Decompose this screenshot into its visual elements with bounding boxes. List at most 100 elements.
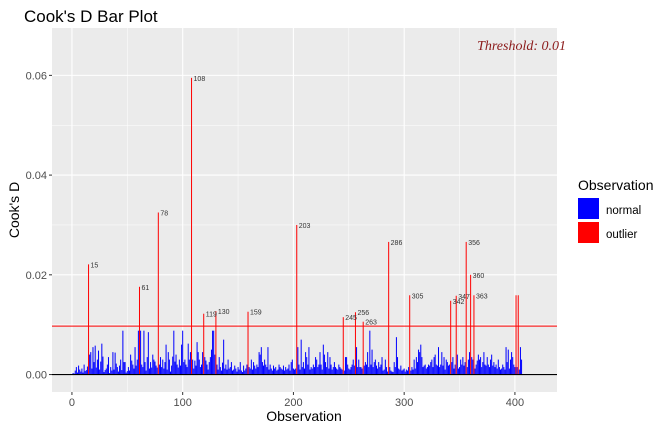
normal-bar — [439, 367, 441, 375]
normal-bar — [160, 357, 162, 375]
normal-bar — [512, 357, 514, 375]
normal-bar — [476, 360, 478, 375]
normal-bar — [364, 362, 366, 375]
normal-bar — [313, 367, 315, 375]
normal-bar — [225, 364, 227, 375]
normal-bar — [482, 362, 484, 375]
plot-panel — [52, 28, 557, 392]
outlier-label: 256 — [357, 310, 369, 317]
normal-bar — [148, 368, 150, 375]
normal-bar — [369, 330, 371, 375]
normal-bar — [321, 369, 323, 375]
normal-bar — [361, 368, 363, 375]
x-tick-label: 100 — [174, 397, 192, 409]
normal-bar — [130, 354, 132, 375]
normal-bar — [267, 347, 269, 375]
normal-bar — [421, 357, 423, 375]
normal-bar — [93, 362, 95, 375]
normal-bar — [107, 357, 109, 375]
normal-bar — [323, 354, 325, 375]
normal-bar — [186, 367, 188, 375]
normal-bar — [145, 370, 147, 375]
normal-bar — [193, 368, 195, 375]
outlier-label: 263 — [365, 320, 377, 327]
normal-bar — [258, 352, 260, 375]
normal-bar — [353, 365, 355, 375]
normal-bar — [307, 364, 309, 375]
normal-bar — [227, 359, 229, 375]
normal-bar — [257, 367, 259, 375]
normal-bar — [202, 352, 204, 375]
normal-bar — [385, 367, 387, 375]
normal-bar — [115, 363, 117, 375]
normal-bar — [263, 365, 265, 375]
outlier-label: 119 — [206, 312, 217, 319]
normal-bar — [146, 357, 148, 375]
normal-bar — [320, 364, 322, 375]
normal-bar — [390, 370, 392, 375]
normal-bar — [156, 367, 158, 375]
normal-bar — [360, 367, 362, 375]
normal-bar — [387, 371, 389, 375]
normal-bar — [213, 330, 215, 375]
y-tick-label: 0.06 — [26, 70, 47, 82]
outlier-label: 286 — [391, 240, 403, 247]
normal-bar — [278, 364, 280, 375]
normal-bar — [318, 364, 320, 375]
normal-bar — [411, 367, 413, 375]
y-tick-label: 0.04 — [26, 170, 47, 182]
normal-bar — [251, 369, 253, 375]
normal-bar — [177, 367, 179, 375]
normal-bar — [266, 367, 268, 375]
normal-bar — [483, 352, 485, 375]
normal-bar — [481, 367, 483, 375]
normal-bar — [419, 352, 421, 375]
normal-bar — [260, 347, 262, 375]
normal-bar — [167, 352, 169, 375]
normal-bar — [500, 369, 502, 375]
normal-bar — [289, 370, 291, 375]
normal-bar — [442, 365, 444, 375]
x-tick-label: 300 — [395, 397, 413, 409]
normal-bar — [308, 347, 310, 375]
normal-bar — [433, 357, 435, 375]
normal-bar — [282, 365, 284, 375]
legend-label-normal: normal — [606, 205, 641, 217]
normal-bar — [80, 371, 82, 375]
outlier-label: 130 — [218, 309, 230, 316]
normal-bar — [216, 364, 218, 375]
normal-bar — [339, 367, 341, 375]
normal-bar — [347, 364, 349, 375]
outlier-label: 363 — [476, 293, 488, 300]
normal-bar — [480, 357, 482, 375]
normal-bar — [269, 364, 271, 375]
normal-bar — [393, 362, 395, 375]
normal-bar — [494, 367, 496, 375]
threshold-label: Threshold: 0.01 — [477, 39, 566, 54]
outlier-label: 305 — [412, 293, 424, 300]
normal-bar — [92, 347, 94, 375]
legend-key-outlier — [578, 222, 599, 243]
normal-bar — [504, 369, 506, 375]
normal-bar — [501, 368, 503, 375]
y-tick-label: 0.00 — [26, 370, 47, 382]
y-tick-label: 0.02 — [26, 270, 47, 282]
normal-bar — [328, 368, 330, 375]
normal-bar — [348, 368, 350, 375]
normal-bar — [255, 368, 257, 375]
normal-bar — [404, 371, 406, 375]
outlier-label: 356 — [468, 240, 480, 247]
normal-bar — [478, 359, 480, 375]
normal-bar — [463, 365, 465, 375]
normal-bar — [86, 366, 88, 375]
normal-bar — [238, 369, 240, 375]
normal-bar — [306, 357, 308, 375]
normal-bar — [133, 368, 135, 375]
normal-bar — [212, 330, 214, 375]
normal-bar — [173, 330, 175, 375]
normal-bar — [309, 369, 311, 375]
normal-bar — [168, 359, 170, 375]
normal-bar — [141, 364, 143, 375]
normal-bar — [244, 370, 246, 375]
normal-bar — [230, 362, 232, 375]
